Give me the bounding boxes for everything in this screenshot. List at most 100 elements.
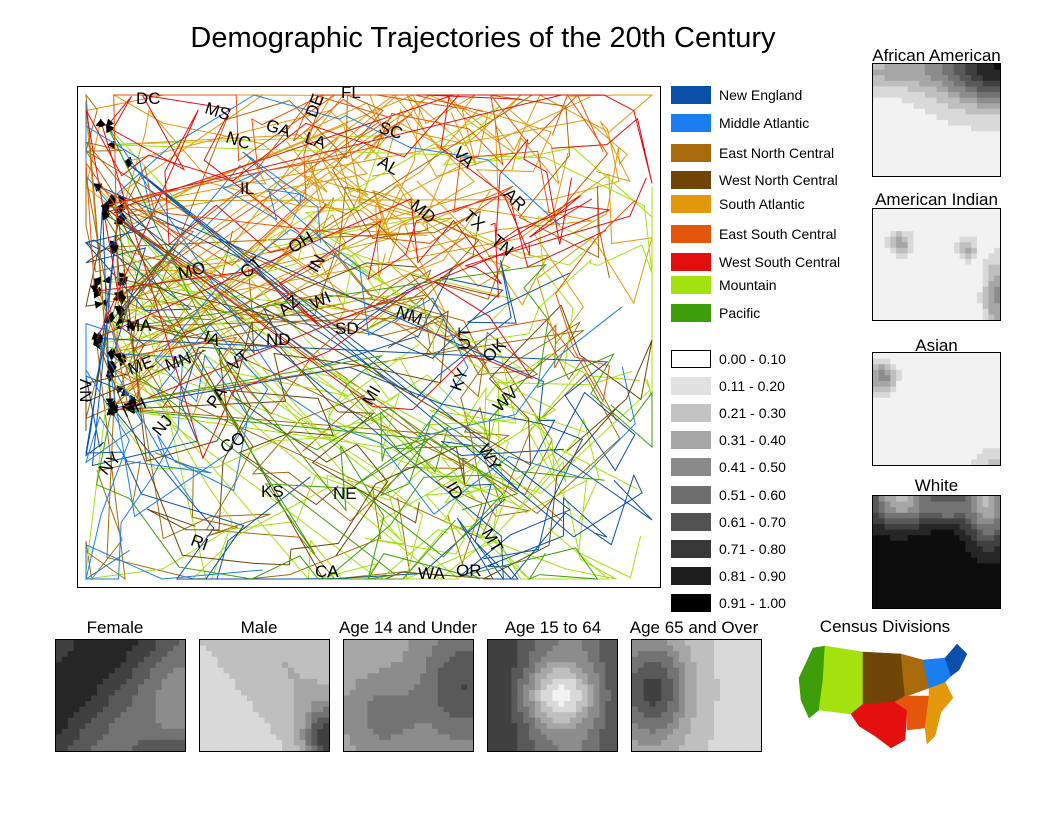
trajectory-line	[117, 296, 638, 555]
legend-label: New England	[719, 87, 803, 103]
state-label-nv: NV	[76, 378, 96, 403]
trajectory-line	[101, 94, 653, 216]
census-division-region	[900, 653, 930, 697]
trajectory-line	[96, 406, 456, 580]
trajectory-line	[85, 322, 130, 581]
trajectory-line	[85, 101, 172, 263]
trajectory-line	[119, 276, 339, 506]
legend-label: 0.00 - 0.10	[719, 351, 786, 367]
trajectory-line	[116, 310, 567, 580]
legend-swatch	[671, 86, 711, 104]
state-label-ks: KS	[261, 482, 284, 501]
demographic-panel-title: Age 15 to 64	[504, 618, 602, 637]
demographic-panel-title: Female	[86, 618, 144, 637]
trajectory-line	[85, 93, 398, 411]
legend-swatch	[671, 304, 711, 322]
legend-label: West North Central	[719, 172, 838, 188]
census-divisions-map	[798, 643, 968, 749]
legend-swatch	[671, 171, 711, 189]
trajectory-line	[107, 135, 434, 362]
census-division-region	[850, 701, 908, 749]
race-panel-title: African American	[872, 46, 1001, 65]
trajectory-line	[100, 93, 609, 244]
legend-label: Mountain	[719, 277, 777, 293]
trajectory-line	[98, 118, 593, 460]
trajectory-line	[106, 138, 610, 416]
state-label-wa: WA	[418, 564, 445, 583]
state-label-sd: SD	[335, 319, 359, 338]
trajectory-line	[91, 151, 322, 341]
trajectory-line	[106, 124, 636, 515]
demographic-surface-panel	[199, 639, 330, 752]
demographic-surface-panel	[631, 639, 762, 752]
trajectory-line	[107, 109, 552, 369]
census-division-region	[944, 643, 968, 677]
trajectory-line	[85, 349, 263, 580]
state-label-dc: DC	[136, 89, 161, 108]
trajectory-line	[93, 183, 564, 490]
trajectory-line	[85, 315, 311, 580]
legend-label: West South Central	[719, 254, 841, 270]
legend-label: South Atlantic	[719, 196, 805, 212]
legend-swatch	[671, 350, 711, 368]
legend-label: East South Central	[719, 226, 837, 242]
trajectory-line	[107, 94, 561, 226]
trajectory-line	[105, 186, 480, 377]
state-label-ut: UT	[454, 327, 474, 350]
trajectory-line	[85, 315, 207, 431]
trajectory-line	[117, 243, 420, 524]
trajectory-line	[91, 205, 297, 467]
demographic-surface-panel	[343, 639, 474, 752]
state-label-ma: MA	[126, 316, 152, 335]
trajectory-line	[109, 109, 289, 250]
trajectory-line	[99, 172, 419, 307]
trajectory-line	[85, 400, 212, 504]
trajectory-lines	[78, 87, 660, 587]
trajectory-line	[116, 217, 465, 522]
demographic-panel-title: Age 14 and Under	[339, 618, 477, 637]
trajectory-line	[101, 212, 653, 466]
demographic-panel-title: Male	[240, 618, 278, 637]
legend-label: 0.71 - 0.80	[719, 540, 786, 557]
trajectory-line	[107, 140, 653, 344]
trajectory-map[interactable]: DC FL MS DE GA LA NC SC VA AL AR IL MD TX TN OH CT MO IN AZ…	[76, 84, 661, 588]
legend-label: 0.51 - 0.60	[719, 486, 786, 503]
trajectory-line	[117, 164, 623, 438]
race-surface-panel	[872, 352, 1001, 466]
census-division-region	[924, 681, 954, 745]
legend-swatch	[671, 458, 711, 477]
trajectory-line	[94, 177, 647, 340]
trajectory-line	[93, 237, 466, 415]
trajectory-line	[109, 405, 519, 511]
trajectory-line	[124, 160, 643, 580]
legend-swatch	[671, 253, 711, 271]
state-label-ne: NE	[333, 484, 357, 503]
trajectory-line	[85, 113, 413, 294]
trajectory-line	[92, 251, 522, 369]
legend-swatch	[671, 225, 711, 243]
trajectory-line	[127, 354, 546, 450]
trajectory-line	[106, 351, 633, 531]
legend-label: 0.41 - 0.50	[719, 459, 786, 476]
race-panel-title: White	[914, 476, 959, 495]
legend-label: East North Central	[719, 145, 835, 161]
map-title: Demographic Trajectories of the 20th Cen…	[190, 22, 776, 54]
legend-label: 0.61 - 0.70	[719, 513, 786, 530]
trajectory-line	[126, 310, 449, 413]
legend-swatch	[671, 431, 711, 450]
demographic-surface-panel	[55, 639, 186, 752]
race-surface-panel	[872, 495, 1001, 609]
trajectory-line	[125, 316, 539, 398]
trajectory-line	[107, 134, 549, 306]
legend-swatch	[671, 144, 711, 162]
race-surface-panel	[872, 63, 1001, 177]
legend-label: Middle Atlantic	[719, 115, 810, 131]
race-panel-title: American Indian	[875, 190, 998, 209]
trajectory-line	[92, 288, 487, 364]
trajectory-line	[109, 366, 583, 560]
trajectory-line	[92, 193, 531, 327]
legend-label: 0.21 - 0.30	[719, 405, 786, 422]
legend-swatch	[671, 404, 711, 423]
legend-swatch	[671, 512, 711, 531]
census-division-region	[922, 657, 952, 689]
